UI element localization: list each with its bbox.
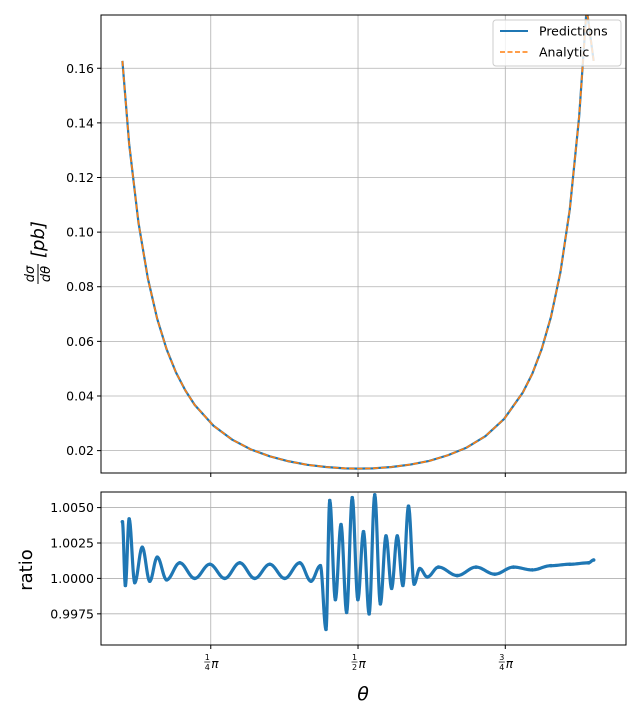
bottom-axes-frame — [100, 491, 627, 646]
bottom-y-tick-label: 0.9975 — [50, 606, 94, 621]
ratio-point — [318, 563, 323, 568]
ratio-point — [389, 586, 394, 591]
ratio-point — [155, 555, 160, 559]
y-label-denominator: dθ — [39, 266, 54, 282]
ratio-point — [455, 573, 460, 578]
top-y-tick-label: 0.08 — [66, 279, 94, 294]
top-y-tick-label: 0.04 — [66, 388, 94, 403]
bottom-x-tick-label: 12 π — [351, 653, 367, 672]
ratio-point — [591, 558, 596, 562]
ratio-point — [412, 582, 416, 586]
ratio-point — [207, 562, 212, 567]
top-y-tick-label: 0.12 — [66, 170, 94, 185]
ratio-point — [324, 627, 328, 632]
tick-pi-symbol: π — [506, 657, 514, 671]
y-label-numerator: dσ — [23, 265, 38, 282]
legend: Predictions Analytic — [492, 19, 622, 67]
bottom-y-tick-label: 1.0025 — [50, 536, 94, 551]
bottom-x-tick-label: 14 π — [204, 653, 219, 672]
ratio-point — [530, 568, 535, 572]
ratio-point — [282, 576, 287, 581]
ratio-point — [549, 563, 553, 568]
ratio-point — [401, 583, 405, 588]
ratio-point — [333, 597, 338, 602]
bottom-y-tick-label: 1.0000 — [50, 571, 94, 586]
ratio-point — [384, 534, 388, 538]
ratio-point — [252, 576, 257, 581]
bottom-x-tick-label: 34 π — [498, 653, 514, 672]
ratio-point — [586, 561, 591, 565]
ratio-point — [127, 517, 131, 521]
ratio-point — [132, 580, 137, 585]
ratio-series — [120, 493, 596, 632]
tick-pi-symbol: π — [211, 657, 219, 671]
bottom-y-ticks: 0.9975 1.0000 1.0025 1.0050 — [50, 500, 101, 621]
top-axes-frame — [100, 14, 627, 474]
tick-fraction-denominator: 2 — [352, 663, 357, 672]
top-y-tick-label: 0.14 — [66, 115, 94, 130]
top-y-tick-label: 0.02 — [66, 443, 94, 458]
legend-label-predictions: Predictions — [539, 24, 608, 39]
ratio-point — [267, 562, 272, 567]
ratio-point — [177, 561, 182, 565]
tick-fraction-denominator: 4 — [499, 663, 504, 672]
ratio-point — [164, 578, 169, 582]
ratio-point — [123, 583, 128, 588]
tick-fraction-numerator: 3 — [499, 653, 504, 662]
series-line-analytic — [121, 15, 595, 470]
top-x-ticks — [210, 473, 506, 477]
ratio-point — [192, 576, 197, 581]
ratio-point — [425, 575, 430, 579]
ratio-point — [436, 565, 441, 569]
tick-fraction-denominator: 4 — [205, 663, 210, 672]
ratio-point — [140, 545, 145, 550]
top-y-ticks: 0.02 0.04 0.06 0.08 0.10 0.12 0.14 0.16 — [66, 61, 101, 458]
ratio-point — [406, 504, 411, 508]
ratio-trace — [120, 493, 596, 632]
bottom-y-tick-label: 1.0050 — [50, 500, 94, 515]
y-label-unit: [pb] — [28, 221, 49, 258]
ratio-point — [367, 612, 371, 616]
ratio-point — [361, 529, 366, 534]
tick-fraction-numerator: 1 — [205, 653, 210, 662]
top-series — [121, 15, 595, 470]
ratio-point — [395, 534, 400, 538]
tick-fraction-numerator: 1 — [352, 653, 357, 662]
ratio-point — [309, 579, 313, 584]
ratio-point — [567, 562, 572, 567]
ratio-point — [339, 522, 343, 527]
ratio-point — [474, 565, 478, 569]
bottom-x-ticks: 14 π 12 π 34 π — [204, 645, 514, 672]
ratio-point — [344, 610, 349, 615]
ratio-point — [147, 579, 152, 584]
top-y-tick-label: 0.16 — [66, 61, 94, 76]
ratio-point — [492, 572, 497, 576]
bottom-y-axis-label: ratio — [16, 549, 37, 591]
ratio-point — [297, 561, 302, 565]
top-y-axis-label: dσ dθ [pb] — [23, 221, 54, 284]
ratio-point — [372, 493, 377, 497]
ratio-point — [511, 565, 516, 569]
legend-label-analytic: Analytic — [539, 45, 589, 60]
top-y-tick-label: 0.10 — [66, 225, 94, 240]
ratio-point — [237, 561, 242, 565]
ratio-point — [378, 602, 383, 606]
ratio-point — [350, 495, 355, 500]
ratio-point — [120, 519, 125, 524]
top-y-tick-label: 0.06 — [66, 334, 94, 349]
x-axis-label: θ — [357, 683, 369, 705]
ratio-point — [222, 576, 227, 581]
ratio-point — [327, 498, 332, 503]
ratio-point — [417, 566, 422, 571]
tick-pi-symbol: π — [359, 657, 367, 671]
ratio-point — [356, 597, 360, 602]
